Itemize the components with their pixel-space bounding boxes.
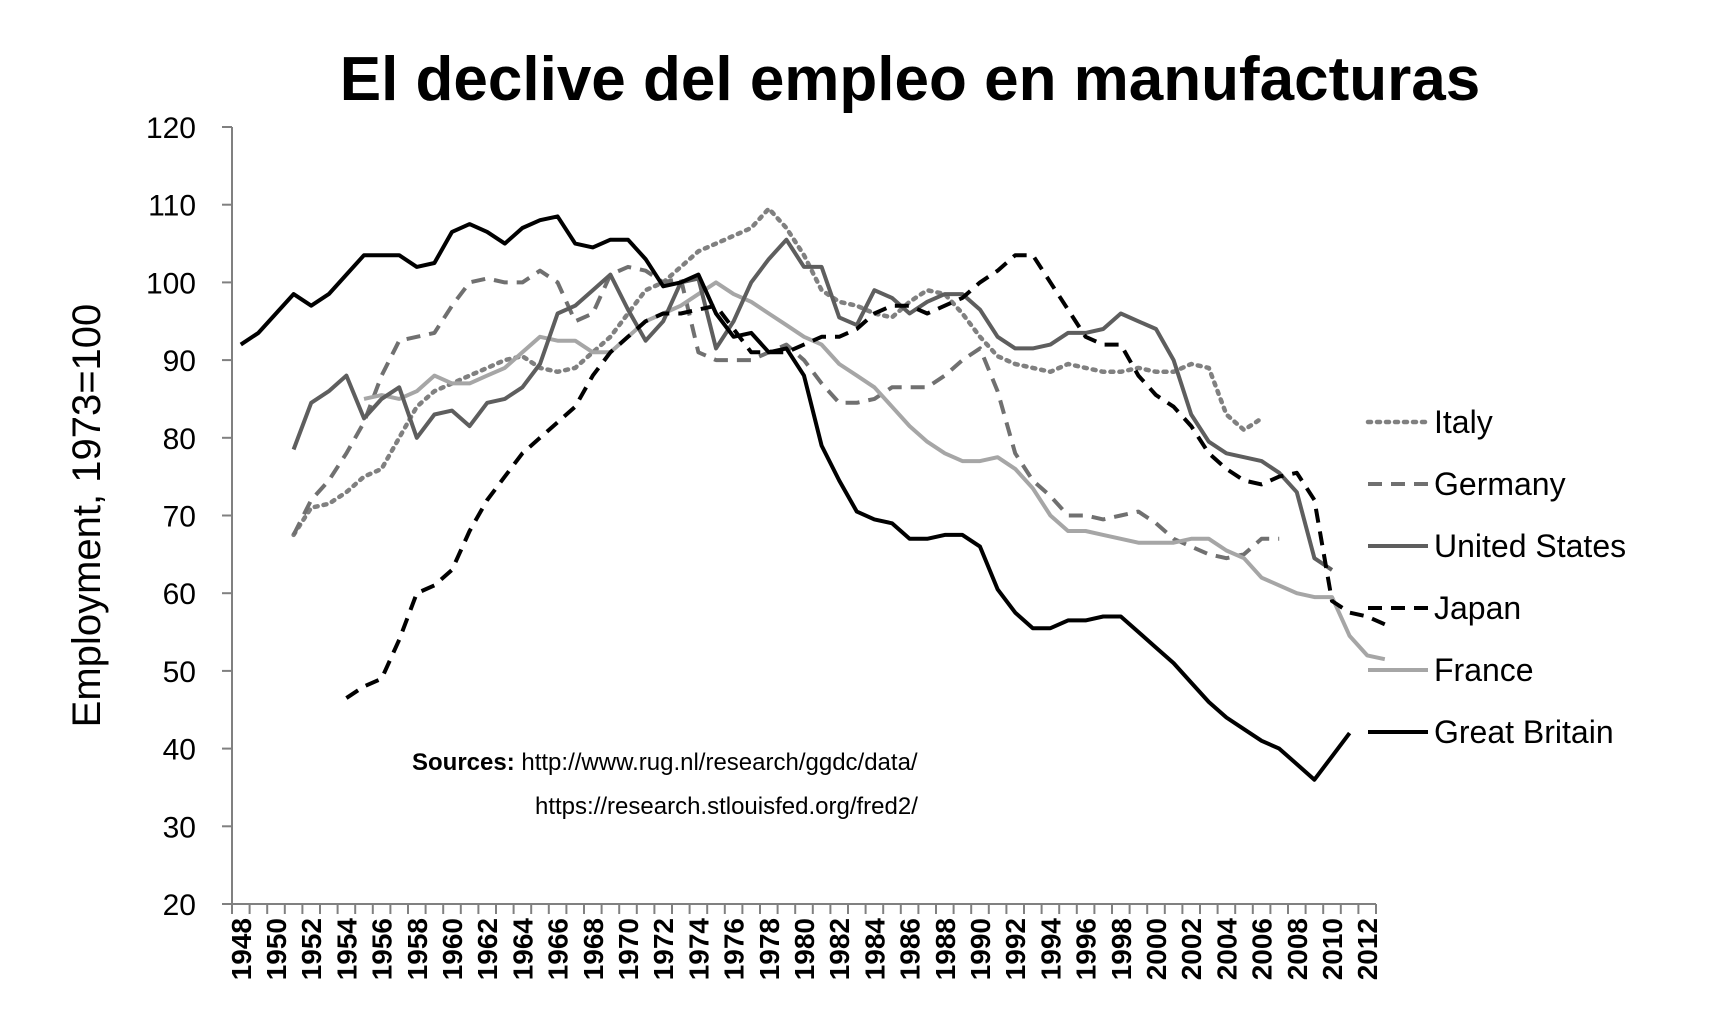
x-tick-label: 2008 xyxy=(1282,918,1313,980)
x-tick-label: 1962 xyxy=(472,918,503,980)
y-axis-ticks: 20 30 40 50 60 70 80 90 100 110 120 xyxy=(146,112,232,922)
x-tick-label: 1964 xyxy=(507,918,538,981)
y-tick-label: 100 xyxy=(146,267,196,300)
x-tick-label: 1998 xyxy=(1106,918,1137,980)
legend-label-italy: Italy xyxy=(1434,404,1493,440)
sources-line-1: http://www.rug.nl/research/ggdc/data/ xyxy=(521,749,918,776)
x-tick-label: 1990 xyxy=(965,918,996,980)
x-tick-label: 1970 xyxy=(613,918,644,980)
x-tick-label: 1960 xyxy=(437,918,468,980)
x-tick-label: 1992 xyxy=(1000,918,1031,980)
x-axis-ticks: 1948 1950 1952 1954 1956 1958 1960 1962 1964 1966… xyxy=(226,904,1383,980)
x-tick-label: 1978 xyxy=(754,918,785,980)
series-line-germany xyxy=(291,264,1280,561)
x-tick-label: 1994 xyxy=(1035,918,1066,981)
x-tick-label: 2004 xyxy=(1211,918,1242,981)
legend-label-united-states: United States xyxy=(1434,528,1626,564)
x-tick-label: 1966 xyxy=(543,918,574,980)
y-tick-label: 80 xyxy=(163,423,196,456)
y-tick-label: 110 xyxy=(148,190,196,223)
x-tick-label: 1982 xyxy=(824,918,855,980)
x-tick-label: 2002 xyxy=(1176,918,1207,980)
x-tick-label: 1976 xyxy=(719,918,750,980)
y-tick-label: 20 xyxy=(163,889,196,922)
legend-label-japan: Japan xyxy=(1434,590,1521,626)
chart-title: El declive del empleo en manufacturas xyxy=(340,45,1481,114)
x-tick-label: 2000 xyxy=(1141,918,1172,980)
x-tick-label: 1974 xyxy=(683,918,714,981)
series-line-france xyxy=(363,280,1386,662)
plot-lines xyxy=(239,206,1386,782)
x-tick-label: 1954 xyxy=(331,918,362,981)
legend-label-germany: Germany xyxy=(1434,466,1566,502)
sources-heading: Sources: xyxy=(412,749,515,776)
x-tick-label: 1950 xyxy=(261,918,292,980)
x-tick-label: 1952 xyxy=(296,918,327,980)
y-tick-label: 30 xyxy=(163,811,196,844)
axes xyxy=(231,127,1376,905)
svg-text:Sources: http://w: Sources: http://www.rug.nl/research/ggdc… xyxy=(412,749,918,776)
x-tick-label: 2006 xyxy=(1247,918,1278,980)
y-axis-label: Employment, 1973=100 xyxy=(65,304,109,728)
x-tick-label: 1986 xyxy=(895,918,926,980)
series-line-italy xyxy=(291,206,1264,538)
x-tick-label: 2010 xyxy=(1317,918,1348,980)
x-tick-label: 1996 xyxy=(1071,918,1102,980)
x-tick-label: 1968 xyxy=(578,918,609,980)
legend-label-france: France xyxy=(1434,652,1534,688)
legend-label-great-britain: Great Britain xyxy=(1434,714,1614,750)
series-line-great-britain xyxy=(239,214,1352,782)
legend: Italy Germany United States Japan France Grea… xyxy=(1365,404,1626,750)
x-tick-label: 1956 xyxy=(367,918,398,980)
y-tick-label: 120 xyxy=(146,112,196,145)
sources-note: Sources: http://www.rug.nl/research/ggdc… xyxy=(412,749,918,820)
y-tick-label: 70 xyxy=(163,501,196,534)
y-tick-label: 60 xyxy=(163,578,196,611)
x-tick-label: 1988 xyxy=(930,918,961,980)
sources-line-2: https://research.stlouisfed.org/fred2/ xyxy=(535,793,918,820)
y-tick-label: 50 xyxy=(163,656,196,689)
x-tick-label: 1972 xyxy=(648,918,679,980)
x-tick-label: 1958 xyxy=(402,918,433,980)
x-tick-label: 1948 xyxy=(226,918,257,980)
x-tick-label: 2012 xyxy=(1352,918,1383,980)
y-tick-label: 40 xyxy=(163,734,196,767)
x-tick-label: 1984 xyxy=(859,918,890,981)
x-tick-label: 1980 xyxy=(789,918,820,980)
series-line-japan xyxy=(345,253,1386,700)
y-tick-label: 90 xyxy=(163,345,196,378)
series-line-united-states xyxy=(291,237,1334,572)
